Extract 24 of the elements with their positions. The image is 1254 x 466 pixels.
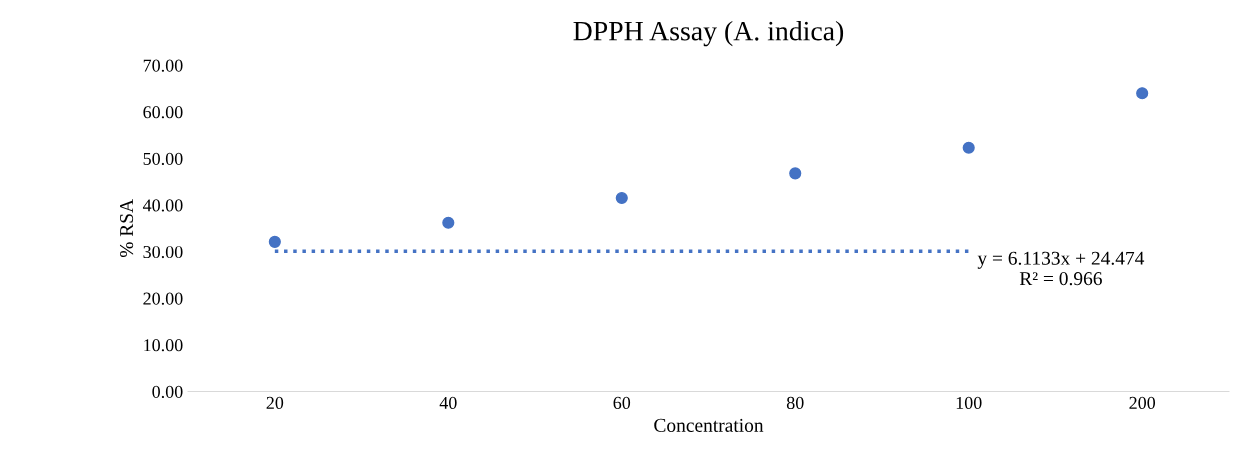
y-tick-label: 70.00 — [143, 59, 183, 72]
x-tick-label: 200 — [1129, 396, 1156, 410]
point — [268, 235, 281, 248]
x-tick-label: 80 — [786, 396, 804, 410]
y-tick-label: 50.00 — [143, 152, 183, 165]
chart-title: DPPH Assay (A. indica) — [573, 20, 844, 47]
y-tick-label: 30.00 — [143, 245, 183, 259]
x-tick-label: 40 — [439, 396, 457, 410]
annotation: y = 6.1133x + 24.474 R² = 0.966 — [977, 251, 1145, 286]
x-tick-label: 60 — [613, 396, 631, 410]
point — [962, 141, 975, 154]
x-tick-label: 100 — [956, 396, 982, 410]
y-tick-label: 10.00 — [144, 339, 183, 352]
x-axis-title: Concentration — [654, 418, 764, 432]
y-tick-label: 60.00 — [143, 106, 183, 119]
x-tick-label: 20 — [266, 396, 284, 410]
y-tick-label: 0.00 — [152, 385, 183, 398]
point — [442, 216, 455, 229]
y-tick-label: 40.00 — [142, 199, 183, 212]
y-axis-title: % RSA — [119, 199, 134, 258]
y-tick-label: 20.00 — [143, 292, 183, 305]
point — [615, 191, 628, 205]
point — [789, 167, 802, 180]
point — [1136, 87, 1149, 100]
